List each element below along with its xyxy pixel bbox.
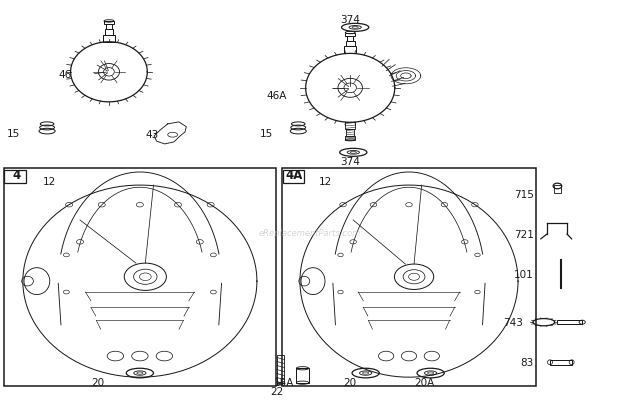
Text: 374: 374 [340, 156, 360, 166]
Text: 46A: 46A [266, 91, 286, 101]
Bar [554, 186, 560, 194]
Text: 46: 46 [58, 70, 72, 80]
Bar [104, 22, 114, 25]
Bar [106, 25, 112, 30]
Text: eReplacementParts.com: eReplacementParts.com [259, 228, 361, 237]
Bar [557, 320, 582, 324]
Bar [345, 33, 355, 36]
Text: 20A: 20A [414, 377, 434, 387]
Bar [296, 369, 309, 383]
Bar [277, 356, 284, 383]
Text: 22: 22 [270, 387, 283, 397]
Bar [283, 171, 304, 184]
Bar [105, 30, 113, 35]
Bar [347, 130, 354, 137]
Text: 43: 43 [145, 130, 159, 140]
Bar [4, 168, 276, 386]
Bar [347, 36, 353, 41]
Bar [4, 171, 25, 184]
Text: 15A: 15A [274, 377, 294, 387]
Text: 12: 12 [43, 176, 56, 186]
Bar [103, 35, 115, 43]
Text: 101: 101 [514, 269, 534, 279]
Text: 20: 20 [343, 377, 356, 387]
Bar [345, 137, 355, 141]
Text: 15: 15 [7, 128, 20, 138]
Text: 4: 4 [12, 169, 20, 182]
Bar [282, 168, 536, 386]
Bar [344, 47, 356, 54]
Text: 374: 374 [340, 15, 360, 25]
Text: 83: 83 [521, 357, 534, 367]
Bar [345, 123, 355, 130]
Text: 4A: 4A [286, 169, 303, 182]
Text: 15: 15 [260, 128, 273, 138]
Text: 721: 721 [514, 229, 534, 239]
Bar [550, 360, 572, 365]
Text: 743: 743 [503, 318, 523, 327]
Text: 20: 20 [92, 377, 105, 387]
Text: 12: 12 [319, 176, 332, 186]
Text: 715: 715 [514, 190, 534, 199]
Bar [346, 41, 355, 47]
